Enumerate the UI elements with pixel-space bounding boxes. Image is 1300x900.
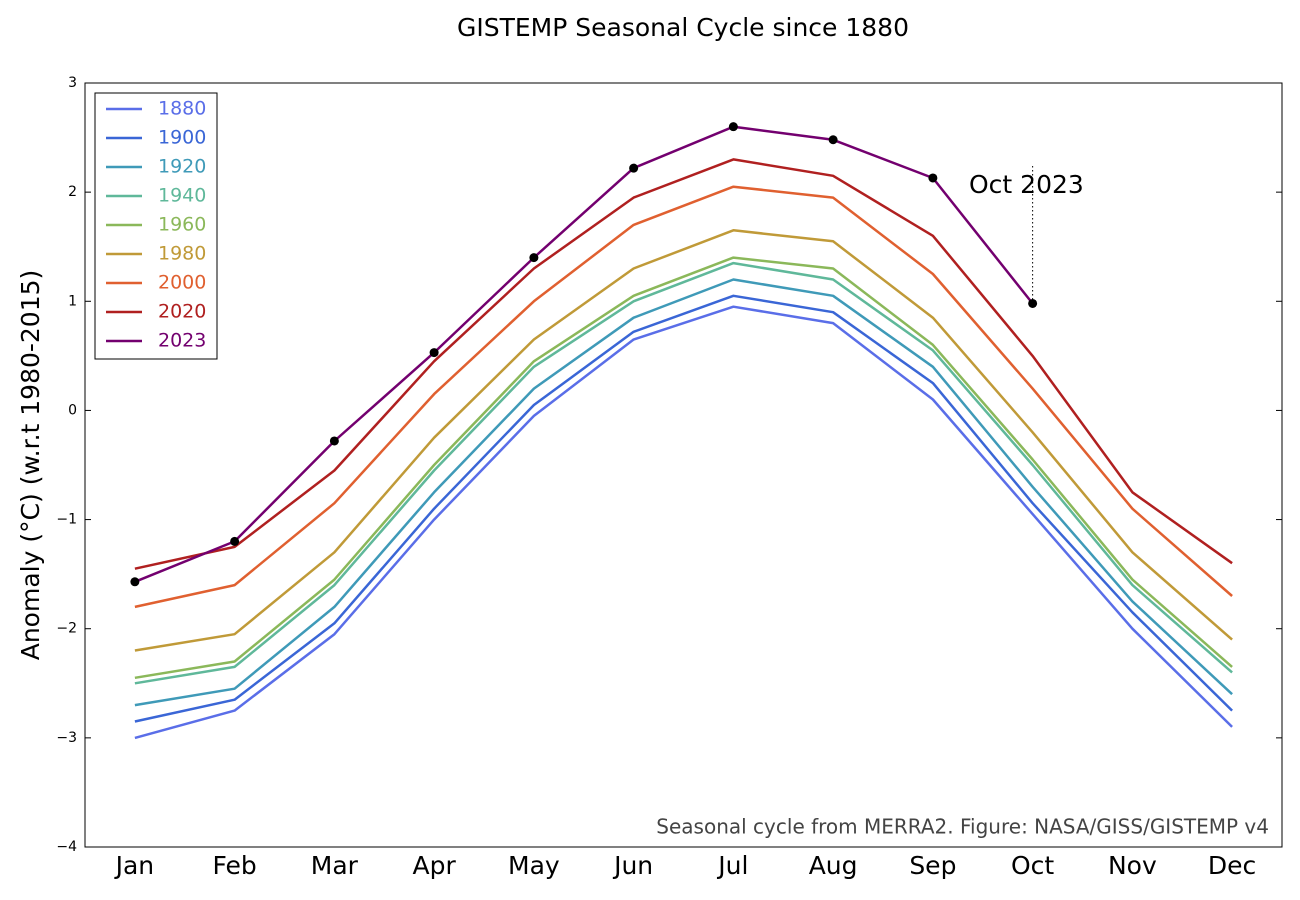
x-tick-label: Apr <box>413 851 457 880</box>
legend: 1880 1900 1920 1940 1960 1980 2000 2020 2023 <box>94 92 218 360</box>
data-point <box>828 135 838 145</box>
x-tick-label: Jan <box>114 851 155 880</box>
x-tick-label: May <box>508 851 560 880</box>
legend-label: 1900 <box>158 127 206 149</box>
x-tick-label: Mar <box>311 851 359 880</box>
y-tick-label: 3 <box>68 75 77 91</box>
series-line <box>134 158 1233 570</box>
x-tick-label: Oct <box>1011 851 1054 880</box>
legend-label: 1960 <box>158 214 206 236</box>
data-point <box>928 173 938 183</box>
footnote: Seasonal cycle from MERRA2. Figure: NASA… <box>656 815 1269 839</box>
legend-label: 1980 <box>158 243 206 265</box>
y-tick-label: 2 <box>68 184 77 200</box>
x-tick-label: Dec <box>1208 851 1256 880</box>
y-axis-label: Anomaly (°C) (w.r.t 1980-2015) <box>16 270 45 661</box>
y-tick-label: −4 <box>56 839 77 855</box>
series-line <box>134 256 1233 680</box>
series-line <box>134 185 1233 609</box>
x-tick-label: Jun <box>612 851 653 880</box>
x-tick-label: Sep <box>909 851 956 880</box>
x-tick-label: Aug <box>809 851 858 880</box>
data-point <box>329 436 339 446</box>
data-point <box>529 253 539 263</box>
series-line <box>134 125 1034 583</box>
data-point <box>429 348 439 358</box>
annotation: Oct 2023 <box>969 170 1084 199</box>
x-tick-label: Feb <box>212 851 256 880</box>
series-line <box>134 261 1233 685</box>
data-point <box>728 122 738 132</box>
data-point <box>230 536 240 546</box>
legend-label: 1920 <box>158 156 206 178</box>
x-tick-label: Nov <box>1108 851 1157 880</box>
data-point <box>130 577 140 587</box>
plot-frame <box>84 82 1283 848</box>
data-point <box>629 163 639 173</box>
legend-label: 1880 <box>158 98 206 120</box>
series-line <box>134 305 1233 740</box>
y-tick-label: 1 <box>68 293 77 309</box>
legend-label: 2000 <box>158 272 206 294</box>
plot-area <box>130 122 1233 740</box>
x-tick-label: Jul <box>716 851 748 880</box>
chart-title: GISTEMP Seasonal Cycle since 1880 <box>457 13 909 42</box>
series-line <box>134 229 1233 652</box>
y-tick-label: 0 <box>68 402 77 418</box>
series-line <box>134 278 1233 707</box>
legend-label: 2020 <box>158 301 206 323</box>
y-tick-label: −2 <box>56 621 77 637</box>
series-line <box>134 294 1233 723</box>
y-tick-label: −1 <box>56 512 77 528</box>
legend-label: 1940 <box>158 185 206 207</box>
legend-label: 2023 <box>158 330 206 352</box>
y-tick-label: −3 <box>56 730 77 746</box>
